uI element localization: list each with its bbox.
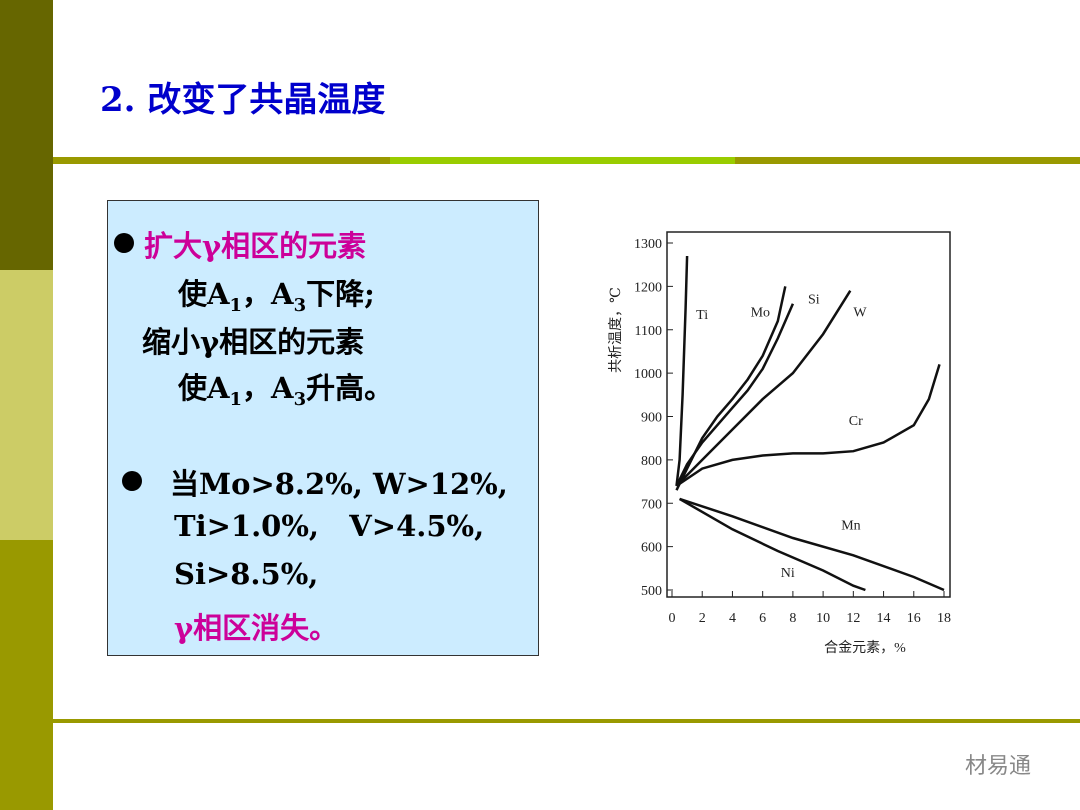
plot-frame [666, 231, 951, 598]
text: 下降; [306, 277, 375, 311]
text: 使A [178, 371, 230, 405]
title: 2. 改变了共晶温度 [100, 80, 386, 120]
text-line: γ相区消失。 [174, 611, 339, 645]
x-tick-label: 0 [669, 611, 676, 626]
text-box: 扩大γ相区的元素 使A1，A3下降; 缩小γ相区的元素 使A1，A3升高。 当M… [107, 200, 539, 656]
rule [390, 157, 735, 164]
y-tick-label: 1200 [634, 280, 662, 295]
y-tick-label: 1300 [634, 237, 662, 252]
y-tick-label: 900 [641, 411, 662, 426]
text-line: 扩大γ相区的元素 [144, 229, 367, 263]
text-line: Ti>1.0%, V>4.5%, [174, 509, 485, 543]
subscript: 1 [229, 294, 243, 316]
bullet [122, 471, 142, 491]
subscript: 3 [293, 388, 307, 410]
text: ，A [242, 371, 294, 405]
curve-label: Mn [841, 518, 860, 533]
x-tick-label: 2 [699, 611, 706, 626]
y-tick-label: 700 [641, 497, 662, 512]
y-tick-label: 1000 [634, 367, 662, 382]
y-tick-label: 1100 [635, 324, 662, 339]
subscript: 1 [229, 388, 243, 410]
text: 使A [178, 277, 230, 311]
bullet [114, 233, 134, 253]
curve-label: Si [808, 293, 820, 308]
curve [675, 364, 941, 487]
curve-label: Ni [781, 566, 795, 581]
x-tick-label: 8 [789, 611, 796, 626]
text-line: Si>8.5%, [174, 557, 319, 591]
x-tick-label: 12 [846, 611, 860, 626]
curve [679, 497, 945, 592]
x-tick-label: 6 [759, 611, 766, 626]
side-bar [0, 270, 53, 540]
watermark: 材易通 [965, 754, 1032, 779]
side-bar [0, 0, 53, 270]
x-tick-label: 16 [907, 611, 921, 626]
side-bar [0, 540, 53, 810]
curve-label: W [853, 306, 867, 321]
text: ，A [242, 277, 294, 311]
y-tick-label: 800 [641, 454, 662, 469]
text-line: 使A1，A3下降; [178, 271, 375, 316]
x-tick-label: 18 [937, 611, 951, 626]
y-axis-label: 共析温度，℃ [608, 287, 624, 373]
curve [675, 303, 795, 487]
curve [678, 497, 866, 592]
y-tick-label: 600 [641, 541, 662, 556]
curve [675, 255, 689, 487]
text-line: 缩小γ相区的元素 [142, 325, 365, 359]
text: 升高。 [306, 371, 394, 405]
x-tick-label: 14 [877, 611, 891, 626]
x-axis-label: 合金元素，% [824, 640, 906, 656]
curve-label: Ti [696, 308, 708, 323]
text-line: 当Mo>8.2%, W>12%, [170, 467, 508, 501]
curve-label: Mo [751, 306, 770, 321]
y-tick-label: 500 [641, 584, 662, 599]
x-tick-label: 4 [729, 611, 736, 626]
rule [735, 157, 1080, 164]
text-line: 使A1，A3升高。 [178, 365, 393, 410]
curve [675, 290, 852, 487]
rule [53, 157, 390, 164]
rule [53, 719, 1080, 723]
x-tick-label: 10 [816, 611, 830, 626]
curve-label: Cr [849, 414, 863, 429]
subscript: 3 [293, 294, 307, 316]
